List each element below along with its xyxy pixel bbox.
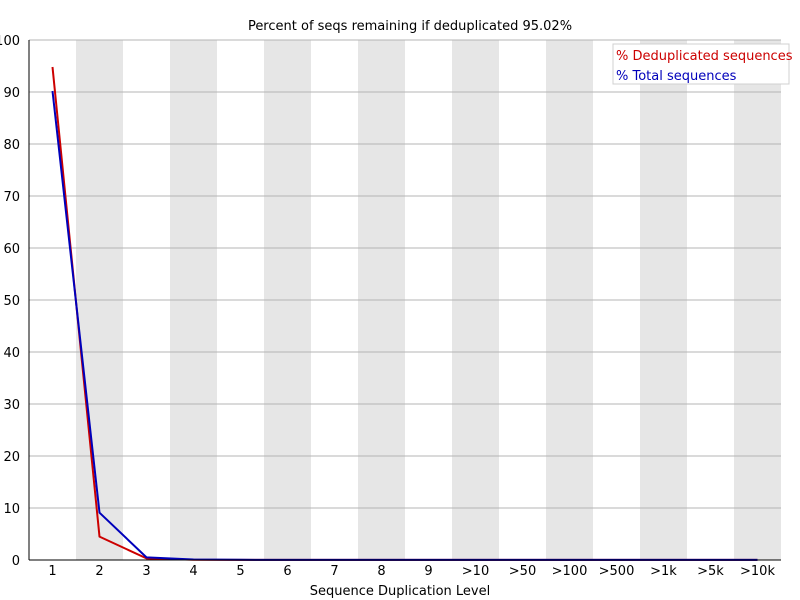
- x-tick-label: 6: [283, 564, 291, 579]
- x-tick-label: >10k: [740, 564, 775, 579]
- x-tick-label: 2: [95, 564, 103, 579]
- x-tick-label: >5k: [697, 564, 724, 579]
- x-tick-label: 1: [48, 564, 56, 579]
- legend-entry: % Deduplicated sequences: [616, 49, 793, 64]
- gridlines: [29, 39, 781, 509]
- x-tick-label: 9: [424, 564, 432, 579]
- x-tick-label: 3: [142, 564, 150, 579]
- x-tick-label: >50: [509, 564, 536, 579]
- x-tick-label: 7: [330, 564, 338, 579]
- x-tick-label: 8: [377, 564, 385, 579]
- y-tick-label: 40: [3, 346, 20, 361]
- x-axis-label: Sequence Duplication Level: [310, 584, 490, 599]
- chart-title: Percent of seqs remaining if deduplicate…: [248, 19, 572, 34]
- x-tick-label: 5: [236, 564, 244, 579]
- y-tick-label: 80: [3, 138, 20, 153]
- x-tick-label: 4: [189, 564, 197, 579]
- legend: % Deduplicated sequences % Total sequence…: [612, 43, 793, 85]
- y-axis-ticks: 0 10 20 30 40 50 60 70 80 90 100: [0, 34, 20, 569]
- legend-entry: % Total sequences: [616, 69, 737, 84]
- y-tick-label: 100: [0, 34, 20, 49]
- legend-box: [612, 43, 790, 85]
- y-tick-label: 70: [3, 190, 20, 205]
- y-tick-label: 30: [3, 398, 20, 413]
- y-tick-label: 0: [12, 554, 20, 569]
- y-tick-label: 90: [3, 86, 20, 101]
- y-tick-label: 60: [3, 242, 20, 257]
- y-tick-label: 50: [3, 294, 20, 309]
- y-tick-label: 20: [3, 450, 20, 465]
- y-tick-label: 10: [3, 502, 20, 517]
- x-tick-label: >1k: [650, 564, 677, 579]
- x-axis-ticks: 1 2 3 4 5 6 7 8 9 >10 >50 >100 >500 >1k >5k >10k: [48, 564, 775, 579]
- x-tick-label: >10: [462, 564, 489, 579]
- x-tick-label: >500: [599, 564, 635, 579]
- x-tick-label: >100: [552, 564, 588, 579]
